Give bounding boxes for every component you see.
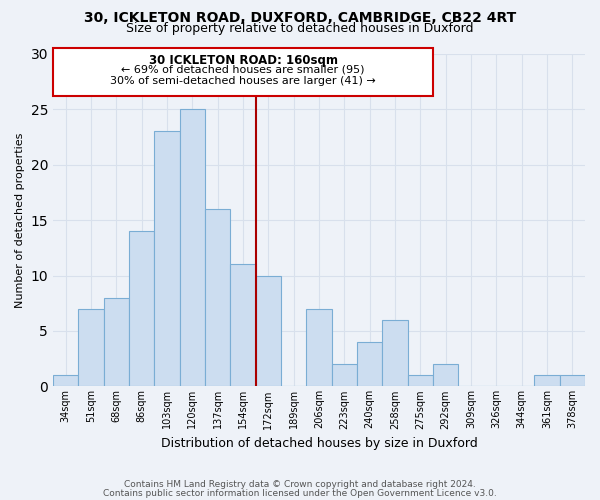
X-axis label: Distribution of detached houses by size in Duxford: Distribution of detached houses by size … xyxy=(161,437,478,450)
Bar xyxy=(205,209,230,386)
Bar xyxy=(230,264,256,386)
Text: Size of property relative to detached houses in Duxford: Size of property relative to detached ho… xyxy=(126,22,474,35)
Bar xyxy=(433,364,458,386)
Bar xyxy=(357,342,382,386)
Bar xyxy=(382,320,407,386)
Bar xyxy=(307,309,332,386)
Text: 30% of semi-detached houses are larger (41) →: 30% of semi-detached houses are larger (… xyxy=(110,76,376,86)
FancyBboxPatch shape xyxy=(53,48,433,96)
Y-axis label: Number of detached properties: Number of detached properties xyxy=(15,132,25,308)
Bar xyxy=(104,298,129,386)
Text: Contains public sector information licensed under the Open Government Licence v3: Contains public sector information licen… xyxy=(103,488,497,498)
Bar xyxy=(332,364,357,386)
Text: ← 69% of detached houses are smaller (95): ← 69% of detached houses are smaller (95… xyxy=(121,65,365,75)
Bar xyxy=(129,231,154,386)
Bar xyxy=(535,376,560,386)
Bar xyxy=(154,132,179,386)
Bar xyxy=(256,276,281,386)
Text: Contains HM Land Registry data © Crown copyright and database right 2024.: Contains HM Land Registry data © Crown c… xyxy=(124,480,476,489)
Bar xyxy=(560,376,585,386)
Bar xyxy=(79,309,104,386)
Bar xyxy=(53,376,79,386)
Bar xyxy=(407,376,433,386)
Text: 30, ICKLETON ROAD, DUXFORD, CAMBRIDGE, CB22 4RT: 30, ICKLETON ROAD, DUXFORD, CAMBRIDGE, C… xyxy=(84,11,516,25)
Bar xyxy=(179,110,205,386)
Text: 30 ICKLETON ROAD: 160sqm: 30 ICKLETON ROAD: 160sqm xyxy=(149,54,338,67)
